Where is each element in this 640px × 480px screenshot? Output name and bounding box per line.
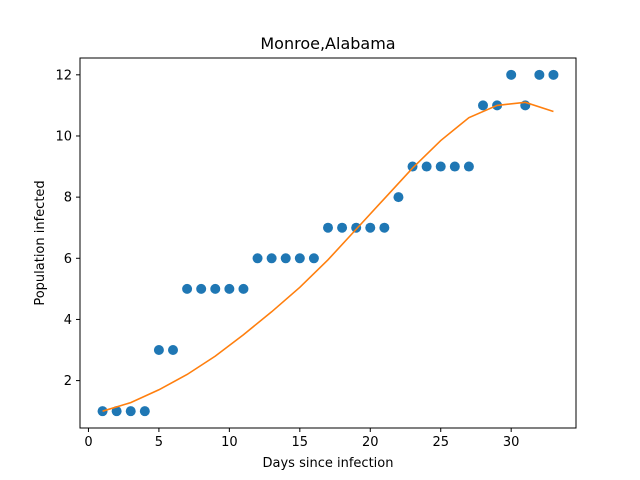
data-point bbox=[379, 222, 390, 233]
data-point bbox=[196, 283, 207, 294]
x-axis-label: Days since infection bbox=[263, 456, 394, 471]
data-point bbox=[449, 161, 460, 172]
y-tick-label: 12 bbox=[55, 68, 72, 83]
fit-curve bbox=[102, 101, 554, 412]
data-point bbox=[534, 69, 545, 80]
data-point bbox=[421, 161, 432, 172]
data-point bbox=[266, 253, 277, 264]
data-point bbox=[478, 100, 488, 111]
x-tick-label: 30 bbox=[503, 435, 520, 450]
data-point bbox=[407, 161, 418, 172]
y-tick-label: 8 bbox=[64, 191, 72, 206]
x-tick-label: 20 bbox=[362, 435, 379, 450]
data-point bbox=[393, 192, 404, 203]
plot-area bbox=[97, 69, 559, 417]
data-point bbox=[168, 345, 178, 356]
data-point bbox=[182, 283, 193, 294]
x-tick-label: 10 bbox=[221, 435, 238, 450]
data-point bbox=[97, 406, 108, 417]
data-point bbox=[337, 222, 348, 233]
data-point bbox=[323, 222, 333, 233]
x-tick-label: 15 bbox=[292, 435, 309, 450]
x-tick-label: 0 bbox=[84, 435, 92, 450]
data-point bbox=[308, 253, 319, 264]
data-point bbox=[252, 253, 263, 264]
chart-title: Monroe,Alabama bbox=[260, 34, 395, 53]
data-point bbox=[139, 406, 150, 417]
y-axis-label: Population infected bbox=[33, 180, 48, 305]
y-tick-label: 2 bbox=[64, 374, 72, 389]
data-point bbox=[224, 283, 235, 294]
y-tick-label: 4 bbox=[64, 313, 72, 328]
data-point bbox=[365, 222, 376, 233]
y-tick-label: 6 bbox=[64, 252, 72, 267]
data-point bbox=[463, 161, 474, 172]
y-tick-label: 10 bbox=[55, 129, 72, 144]
axes-frame bbox=[79, 57, 577, 429]
data-point bbox=[294, 253, 305, 264]
x-axis-ticks: 0 5 10 15 20 25 30 bbox=[84, 428, 519, 450]
data-point bbox=[435, 161, 446, 172]
data-point bbox=[506, 69, 517, 80]
data-point bbox=[238, 283, 249, 294]
x-tick-label: 5 bbox=[155, 435, 163, 450]
data-point bbox=[548, 69, 559, 80]
data-point bbox=[210, 283, 221, 294]
data-point bbox=[351, 222, 362, 233]
x-tick-label: 25 bbox=[432, 435, 449, 450]
data-point bbox=[153, 345, 164, 356]
y-axis-ticks: 2 4 6 8 10 12 bbox=[55, 68, 80, 389]
data-point bbox=[111, 406, 122, 417]
data-point bbox=[125, 406, 136, 417]
data-point bbox=[280, 253, 291, 264]
